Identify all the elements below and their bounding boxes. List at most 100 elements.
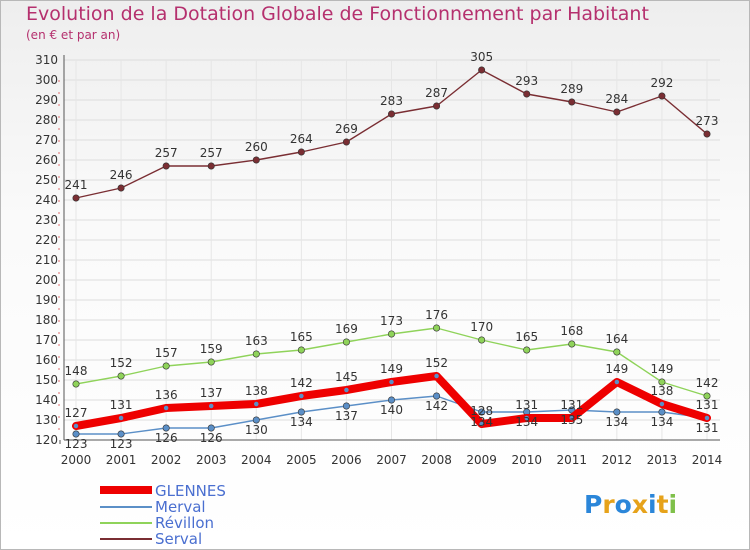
label-glennes-2005: 142 [290,376,313,390]
y-tick-290: 290 [35,93,58,107]
logo-letter: t [656,490,669,519]
chart-title: Evolution de la Dotation Globale de Fonc… [26,3,649,25]
label-merval-2000: 123 [65,437,88,451]
point-rvillon-2006 [342,338,350,346]
x-axis-ticks: 2000 2001 2002 2003 2004 2005 2006 2007 2008 2009… [61,453,723,467]
label-merval-2003: 126 [200,431,223,445]
point-merval-2012 [613,408,621,416]
x-tick-2012: 2012 [602,453,633,467]
point-merval-2004 [252,416,260,424]
point-merval-2001 [117,430,125,438]
label-serval-2005: 264 [290,132,313,146]
point-merval-2006 [342,402,350,410]
point-glennes-2000 [72,422,80,430]
label-glennes-2001: 131 [110,398,133,412]
point-glennes-2004 [252,400,261,408]
axes [58,55,720,444]
label-glennes-2003: 137 [200,386,223,400]
point-merval-2005 [297,408,305,416]
label-rvillon-2005: 165 [290,330,313,344]
logo-letter: x [631,490,648,519]
label-rvillon-2006: 169 [335,322,358,336]
label-merval-2004: 130 [245,423,268,437]
point-glennes-2014 [703,414,711,422]
x-tick-2013: 2013 [647,453,678,467]
logo-letter: r [602,490,615,519]
point-serval-2011 [568,98,576,106]
y-tick-250: 250 [35,173,58,187]
point-serval-2012 [613,108,621,116]
point-glennes-2001 [117,414,125,422]
point-serval-2007 [387,110,395,118]
logo-letter: i [648,490,657,519]
label-rvillon-2003: 159 [200,342,223,356]
point-serval-2001 [117,184,125,192]
y-tick-280: 280 [35,113,58,127]
point-glennes-2011 [568,414,576,422]
label-merval-2009: 134 [470,415,493,429]
label-merval-2008: 142 [425,399,448,413]
point-glennes-2003 [207,402,215,410]
point-serval-2010 [523,90,531,98]
logo-letter: P [584,490,603,519]
logo-letter: i [668,490,678,519]
label-rvillon-2001: 152 [110,356,133,370]
label-rvillon-2009: 170 [470,320,493,334]
y-tick-190: 190 [35,293,58,307]
label-serval-2002: 257 [155,146,178,160]
x-tick-2005: 2005 [286,453,317,467]
point-glennes-2012 [613,378,621,386]
legend-swatch-merval [100,506,152,508]
point-merval-2007 [387,396,395,404]
point-glennes-2005 [297,392,306,400]
legend-swatch-glennes [100,486,152,494]
point-rvillon-2004 [252,350,260,358]
point-serval-2006 [342,138,350,146]
label-rvillon-2012: 164 [605,332,628,346]
point-rvillon-2007 [387,330,395,338]
label-merval-2006: 137 [335,409,358,423]
point-glennes-2008 [432,372,441,380]
label-serval-2001: 246 [110,168,133,182]
y-tick-270: 270 [35,133,58,147]
label-merval-2012: 134 [605,415,628,429]
point-merval-2003 [207,424,215,432]
point-rvillon-2013 [658,378,666,386]
point-rvillon-2012 [613,348,621,356]
x-tick-2008: 2008 [421,453,452,467]
point-merval-2013 [658,408,666,416]
y-tick-180: 180 [35,313,58,327]
point-serval-2014 [703,130,711,138]
x-tick-2000: 2000 [61,453,92,467]
point-glennes-2002 [162,404,170,412]
point-serval-2002 [162,162,170,170]
point-serval-2000 [72,194,80,202]
label-glennes-2002: 136 [155,388,178,402]
point-glennes-2009 [477,420,486,428]
label-rvillon-2000: 148 [65,364,88,378]
point-rvillon-2003 [207,358,215,366]
y-tick-300: 300 [35,73,58,87]
label-glennes-2009: 128 [470,404,493,418]
label-glennes-2013: 138 [650,384,673,398]
label-merval-2010: 134 [515,415,538,429]
label-glennes-2010: 131 [515,398,538,412]
point-rvillon-2008 [433,324,441,332]
point-rvillon-2000 [72,380,80,388]
y-tick-310: 310 [35,53,58,67]
x-tick-2001: 2001 [106,453,137,467]
label-serval-2007: 283 [380,94,403,108]
point-serval-2005 [297,148,305,156]
label-serval-2003: 257 [200,146,223,160]
label-glennes-2011: 131 [560,398,583,412]
y-tick-230: 230 [35,213,58,227]
label-serval-2008: 287 [425,86,448,100]
y-tick-160: 160 [35,353,58,367]
y-tick-220: 220 [35,233,58,247]
x-tick-2010: 2010 [511,453,542,467]
label-serval-2012: 284 [605,92,628,106]
label-serval-2013: 292 [650,76,673,90]
point-serval-2003 [207,162,215,170]
label-serval-2009: 305 [470,50,493,64]
